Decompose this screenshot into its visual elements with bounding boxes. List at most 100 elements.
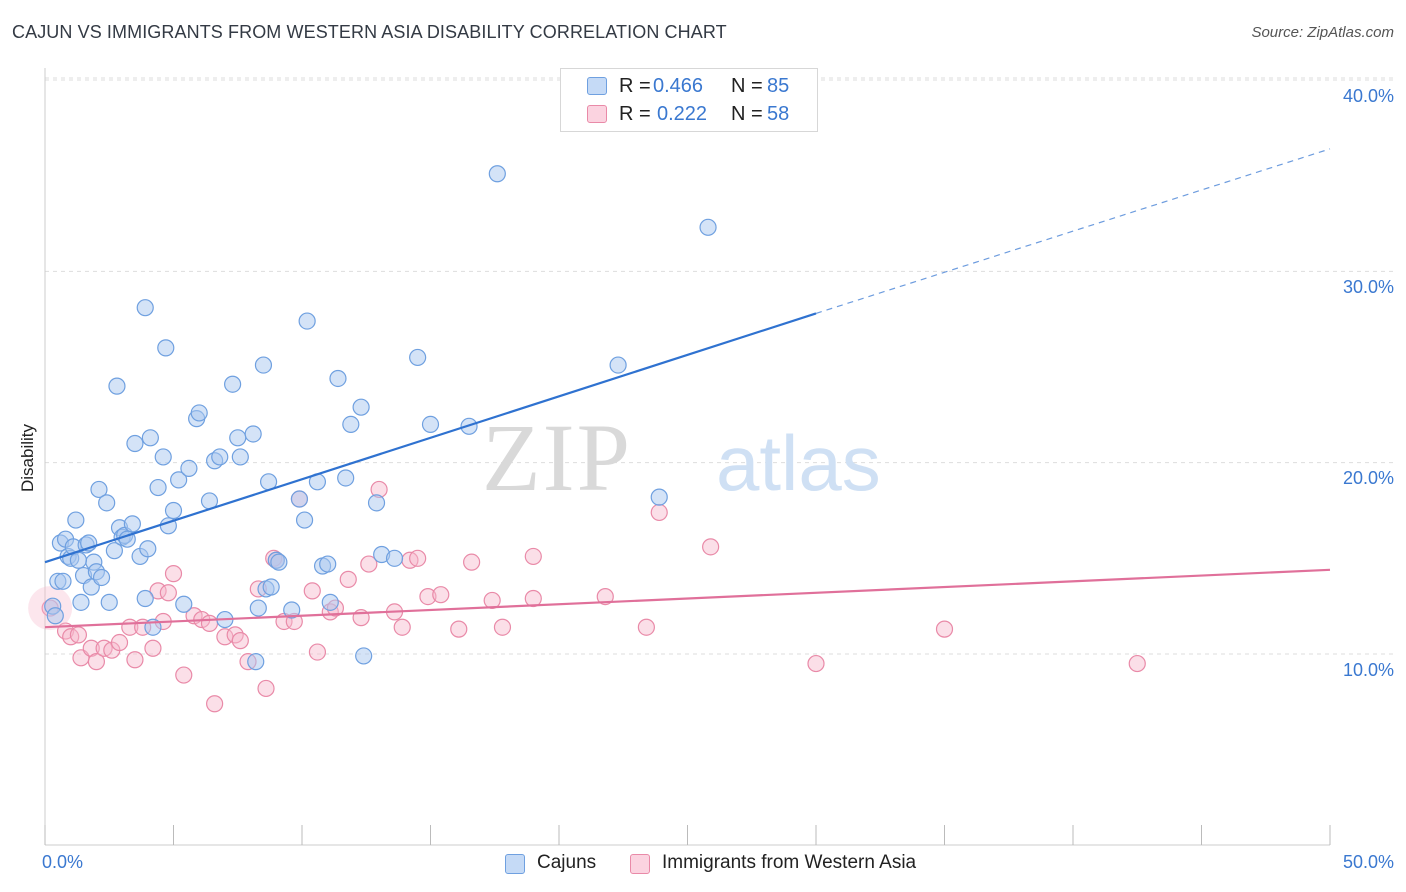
- data-point: [175, 666, 193, 684]
- legend-stats: R = 0.466 N = 85 R = 0.222 N = 58: [560, 68, 818, 132]
- data-point: [385, 549, 404, 567]
- data-point: [295, 511, 314, 529]
- data-point: [136, 589, 154, 608]
- data-point: [141, 429, 159, 447]
- legend-r-value: 0.222: [657, 103, 708, 125]
- legend-label-western-asia: Immigrants from Western Asia: [662, 852, 917, 873]
- y-tick-label: 40.0%: [1342, 86, 1394, 106]
- data-point: [90, 480, 108, 499]
- data-point: [342, 415, 360, 433]
- data-point: [98, 494, 116, 512]
- data-point: [1128, 654, 1146, 673]
- data-point: [170, 471, 188, 489]
- data-point: [290, 490, 309, 508]
- data-point: [46, 607, 64, 625]
- legend-n-value: 58: [767, 103, 790, 125]
- data-point: [329, 369, 347, 388]
- data-point: [450, 620, 468, 638]
- data-point: [337, 469, 355, 487]
- data-point: [702, 538, 720, 556]
- data-point: [100, 593, 118, 611]
- data-point: [110, 633, 129, 652]
- legend-swatch-cajuns: [505, 854, 525, 874]
- data-point: [463, 553, 481, 571]
- data-point: [432, 586, 450, 604]
- data-point: [247, 653, 265, 671]
- data-point: [190, 404, 208, 422]
- data-point: [650, 488, 668, 506]
- data-point: [200, 614, 219, 632]
- data-point: [180, 459, 198, 478]
- trend-line-cajuns-extension: [815, 148, 1331, 314]
- data-point: [308, 643, 327, 661]
- source-label: Source: ZipAtlas.com: [1251, 24, 1394, 41]
- legend-swatch-cajuns: [587, 77, 607, 95]
- data-point: [352, 398, 370, 416]
- data-point: [108, 377, 126, 395]
- data-point: [72, 593, 90, 611]
- data-point: [123, 515, 141, 533]
- data-point: [231, 632, 249, 650]
- y-axis-label: Disability: [18, 423, 37, 493]
- data-point: [367, 494, 386, 512]
- data-point: [211, 448, 229, 466]
- y-tick-label: 30.0%: [1342, 277, 1394, 297]
- data-point: [206, 695, 224, 713]
- trend-line-western-asia: [44, 568, 1331, 629]
- x-tick-label-right: 50.0%: [1342, 852, 1394, 872]
- data-point: [270, 553, 288, 571]
- legend-label-cajuns: Cajuns: [537, 852, 597, 873]
- data-point: [231, 448, 249, 466]
- trend-lines: [44, 148, 1331, 629]
- data-point: [319, 555, 337, 573]
- legend-r-label: R =: [619, 75, 651, 97]
- data-point: [650, 503, 668, 522]
- data-point: [249, 599, 267, 617]
- data-point: [609, 356, 627, 374]
- data-point: [262, 578, 280, 596]
- data-point: [126, 434, 144, 453]
- data-point: [164, 565, 183, 583]
- data-point: [935, 620, 954, 638]
- data-point: [149, 582, 167, 600]
- data-point: [69, 626, 88, 644]
- series-western-asia: [28, 480, 1146, 713]
- data-point: [339, 570, 357, 588]
- data-point: [524, 589, 542, 608]
- legend-series: Cajuns Immigrants from Western Asia: [0, 852, 1406, 878]
- legend-r-label: R =: [619, 103, 651, 125]
- data-point: [159, 584, 177, 602]
- data-point: [257, 679, 275, 698]
- data-point: [419, 587, 437, 606]
- data-point: [488, 165, 506, 183]
- data-point: [393, 618, 411, 636]
- data-point: [224, 375, 242, 393]
- series-cajuns: [44, 165, 717, 671]
- data-point: [87, 653, 106, 671]
- gridlines: [45, 77, 1394, 655]
- data-point: [355, 647, 373, 665]
- data-point: [67, 511, 85, 529]
- data-point: [699, 218, 717, 236]
- legend-n-label: N =: [731, 75, 763, 97]
- data-point: [144, 639, 162, 657]
- watermark-atlas: atlas: [716, 419, 881, 507]
- data-point: [409, 348, 427, 367]
- y-tick-label: 20.0%: [1342, 468, 1394, 488]
- data-point: [524, 547, 542, 566]
- data-point: [69, 551, 88, 569]
- data-point: [421, 415, 440, 433]
- data-point: [254, 356, 273, 374]
- data-point: [105, 542, 123, 560]
- data-point: [244, 425, 262, 443]
- data-point: [229, 429, 247, 447]
- data-point: [298, 312, 316, 330]
- legend-n-label: N =: [731, 103, 763, 125]
- chart-title: CAJUN VS IMMIGRANTS FROM WESTERN ASIA DI…: [12, 22, 727, 42]
- data-point: [164, 501, 183, 520]
- data-point: [283, 601, 301, 619]
- data-point: [596, 587, 614, 606]
- data-point: [321, 593, 339, 611]
- watermark: ZIP atlas: [482, 404, 881, 511]
- data-point: [493, 618, 512, 636]
